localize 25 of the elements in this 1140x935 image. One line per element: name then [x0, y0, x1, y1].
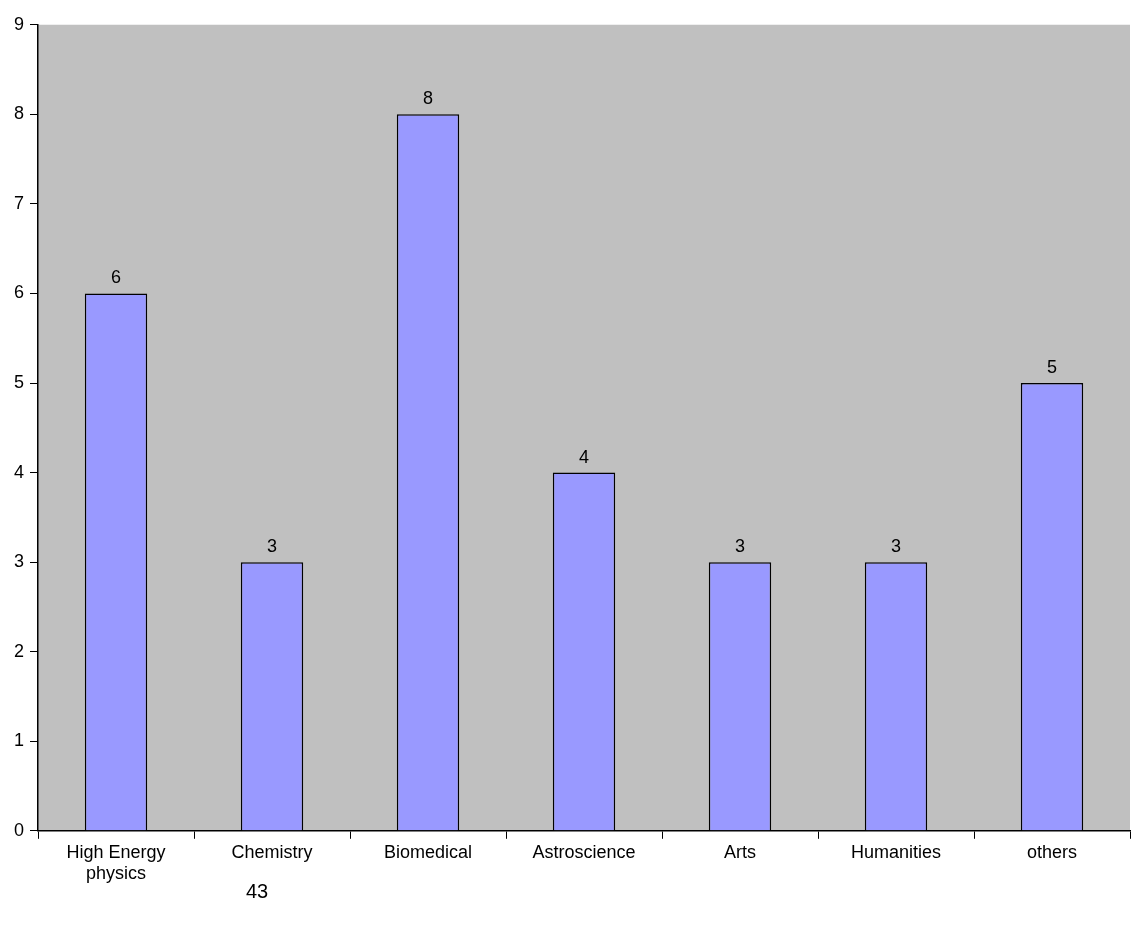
y-tick-label: 2 — [14, 640, 25, 661]
y-tick-label: 1 — [14, 730, 25, 751]
y-tick-label: 4 — [14, 461, 25, 482]
x-tick-label: Chemistry — [231, 841, 313, 862]
x-tick-label: Biomedical — [383, 841, 473, 862]
x-tick-label: High Energy physics — [66, 841, 166, 884]
y-tick-label: 6 — [14, 282, 25, 303]
data-label: 6 — [111, 267, 122, 288]
x-tick-label: Astroscience — [532, 841, 636, 862]
y-tick-label: 7 — [14, 192, 25, 213]
data-label: 5 — [1046, 356, 1058, 377]
x-tick-label: Humanities — [850, 841, 942, 862]
y-tick-label: 9 — [14, 13, 25, 34]
x-tick-label: Arts — [724, 841, 757, 862]
data-label: 3 — [735, 536, 746, 557]
text: 43 — [246, 880, 269, 903]
y-tick-label: 8 — [14, 103, 25, 124]
x-tick-label: others — [1026, 841, 1078, 862]
data-label: 4 — [579, 446, 590, 467]
y-tick-label: 3 — [14, 551, 25, 572]
data-label: 8 — [423, 88, 434, 109]
y-tick-label: 5 — [14, 371, 25, 392]
y-tick-label: 0 — [14, 819, 25, 840]
data-label: 3 — [890, 536, 902, 557]
data-label: 3 — [267, 536, 278, 557]
